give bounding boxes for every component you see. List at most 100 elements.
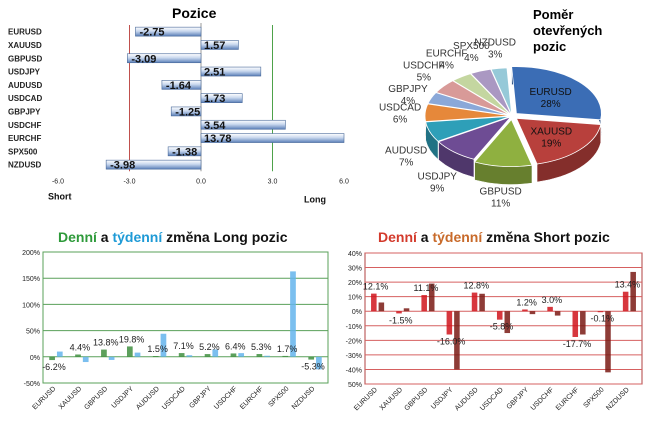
change-bar <box>479 293 485 312</box>
long-title-part-1: Denní <box>58 229 97 245</box>
plot-frame <box>364 252 643 385</box>
y-tick-label: -30% <box>346 353 362 360</box>
pie-percent-label: 9% <box>430 183 445 194</box>
y-tick-label: 100% <box>22 302 40 309</box>
x-category-label: SPX500 <box>583 386 606 409</box>
data-label: 6.4% <box>225 341 246 351</box>
short-side-label: Short <box>48 191 72 201</box>
category-label: XAUUSD <box>8 41 42 50</box>
x-tick-label: -3.0 <box>123 178 135 185</box>
change-bar <box>580 311 586 335</box>
category-label: SPX500 <box>8 147 38 156</box>
change-bar <box>622 291 629 312</box>
change-bar <box>316 356 322 370</box>
positions-chart: EURUSD -2.75 XAUUSD 1.57 GBPUSD -3.09 USDJPY 2.… <box>8 23 349 204</box>
position-bar <box>200 66 262 77</box>
pie-slice <box>425 115 511 142</box>
category-label: USDCHF <box>8 121 41 130</box>
y-tick-label: -10% <box>346 324 362 331</box>
pie-slice <box>452 73 512 116</box>
data-label: 11.1% <box>414 283 439 293</box>
position-bar <box>135 26 202 37</box>
change-bar <box>186 355 193 357</box>
change-bar <box>421 295 427 312</box>
x-tick-label: 6.0 <box>339 178 349 185</box>
pie-slice <box>470 68 512 116</box>
pie-percent-label: 28% <box>541 99 561 110</box>
short-title-part-2: a <box>416 229 433 245</box>
long-title-part-3: týdenní <box>112 229 163 245</box>
change-bar <box>204 354 211 357</box>
change-bar <box>597 311 604 313</box>
short-title-part-3: týdenní <box>432 229 483 245</box>
value-label: -1.64 <box>166 80 192 92</box>
pie-category-label: EURCHF <box>426 49 468 60</box>
change-bar <box>160 333 167 357</box>
x-category-label: USDCHF <box>530 386 556 412</box>
value-label: -3.09 <box>131 53 156 65</box>
y-tick-label: 50% <box>26 329 40 336</box>
value-label: -1.25 <box>175 106 200 118</box>
y-tick-label: 20% <box>348 280 362 287</box>
data-label: -0.1% <box>590 313 614 323</box>
y-tick-label: 40% <box>348 251 362 258</box>
long-title-part-4: změna Long pozic <box>162 229 288 245</box>
pie-category-label: GBPJPY <box>388 84 428 95</box>
category-label: EURUSD <box>8 28 42 37</box>
data-label: 13.4% <box>615 280 641 290</box>
y-tick-label: 0% <box>30 355 40 362</box>
data-label: -1.5% <box>389 315 413 325</box>
x-category-label: EURCHF <box>555 386 581 412</box>
position-bar <box>200 93 243 103</box>
pie-percent-label: 19% <box>541 138 561 149</box>
change-bar <box>428 283 435 312</box>
x-category-label: EURUSD <box>32 385 58 411</box>
data-label: 1.2% <box>516 297 537 307</box>
short-chart-title: Denní a týdenní změna Short pozic <box>378 229 610 245</box>
x-tick-label: 3.0 <box>268 178 278 185</box>
value-label: -2.75 <box>139 27 164 39</box>
pie-percent-label: 3% <box>488 50 503 61</box>
x-tick-label: -6.0 <box>52 178 64 185</box>
pie-percent-label: 6% <box>393 115 408 126</box>
category-label: NZDUSD <box>8 161 42 170</box>
pie-percent-label: 4% <box>439 61 454 72</box>
y-tick-label: -40% <box>346 367 362 374</box>
pie-percent-label: 5% <box>417 73 432 84</box>
x-category-label: AUDUSD <box>135 385 161 411</box>
change-bar <box>554 311 561 316</box>
long-change-chart: -50% 0% 50% 100% 150% 200% -6.2% EURUSD 4.4% XAUU… <box>22 250 329 411</box>
change-bar <box>134 352 141 357</box>
change-bar <box>178 353 185 357</box>
change-bar <box>371 293 377 312</box>
short-change-chart: 40% 30% 20% 10% 0% -10% -20% -30% -40% 50% 12.1% EU… <box>346 251 643 412</box>
change-bar <box>308 356 315 360</box>
pie-slice <box>515 117 602 165</box>
change-bar <box>126 346 133 357</box>
value-label: 3.54 <box>204 120 226 132</box>
x-category-label: XAUUSD <box>379 386 405 412</box>
change-bar <box>282 355 289 357</box>
y-tick-label: 30% <box>348 266 362 273</box>
category-label: GBPJPY <box>8 107 41 116</box>
pie-category-label: XAUUSD <box>530 126 572 137</box>
pie-category-label: SPX500 <box>453 41 490 52</box>
pie-slice <box>511 66 602 121</box>
pie-category-label: GBPUSD <box>480 187 522 198</box>
change-bar <box>152 356 159 358</box>
change-bar <box>256 354 263 357</box>
long-chart-title: Denní a týdenní změna Long pozic <box>58 229 287 245</box>
long-title-part-2: a <box>96 229 113 245</box>
x-category-label: USDCAD <box>161 385 187 411</box>
data-label: 1.5% <box>147 344 168 354</box>
change-bar <box>547 306 553 312</box>
data-label: -5.3% <box>301 362 325 372</box>
y-tick-label: -50% <box>24 381 40 388</box>
pie-slice <box>490 67 513 115</box>
value-label: 2.51 <box>204 67 225 79</box>
x-category-label: EURCHF <box>239 385 265 411</box>
data-label: 7.1% <box>173 341 194 351</box>
position-bar <box>200 40 239 50</box>
pie-percent-label: 11% <box>491 199 510 210</box>
